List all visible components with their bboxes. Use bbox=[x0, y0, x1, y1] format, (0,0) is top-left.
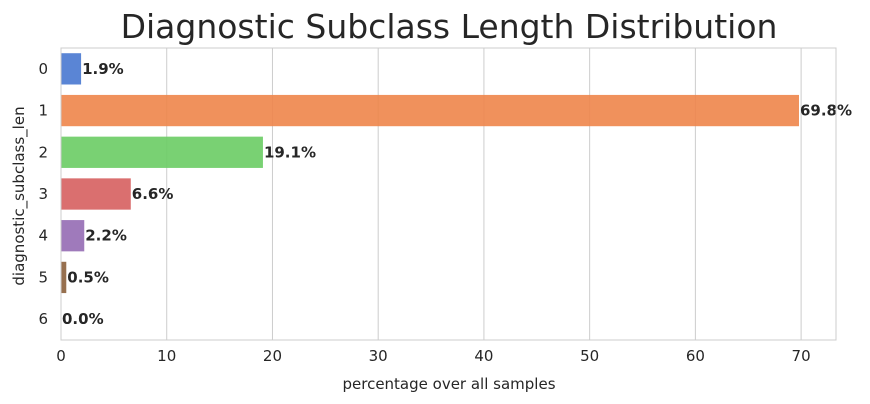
y-tick-label: 0 bbox=[38, 60, 48, 78]
x-tick-label: 30 bbox=[369, 347, 388, 365]
data-label-1: 69.8% bbox=[800, 102, 852, 120]
data-label-6: 0.0% bbox=[62, 310, 104, 328]
y-tick-label: 3 bbox=[38, 185, 48, 203]
y-axis-label: diagnostic_subclass_len bbox=[10, 106, 29, 285]
y-tick-labels: 0 1 2 3 4 5 6 bbox=[38, 60, 48, 328]
x-axis-label: percentage over all samples bbox=[342, 375, 555, 393]
chart-title: Diagnostic Subclass Length Distribution bbox=[121, 7, 778, 46]
plot-frame bbox=[60, 47, 837, 341]
x-tick-label: 50 bbox=[580, 347, 599, 365]
data-label-2: 19.1% bbox=[264, 143, 316, 161]
y-tick-label: 2 bbox=[38, 143, 48, 161]
data-label-5: 0.5% bbox=[67, 268, 109, 286]
bars bbox=[61, 53, 799, 294]
bar-3 bbox=[61, 178, 131, 210]
bar-1 bbox=[61, 94, 799, 127]
x-tick-label: 60 bbox=[686, 347, 705, 365]
bar-5 bbox=[61, 261, 67, 294]
x-tick-label: 20 bbox=[263, 347, 282, 365]
bar-0 bbox=[61, 53, 82, 85]
x-tick-label: 70 bbox=[792, 347, 811, 365]
y-tick-label: 6 bbox=[38, 310, 48, 328]
data-label-3: 6.6% bbox=[132, 185, 174, 203]
data-labels: 1.9% 69.8% 19.1% 6.6% 2.2% 0.5% 0.0% bbox=[62, 60, 852, 328]
x-tick-label: 10 bbox=[157, 347, 176, 365]
bar-4 bbox=[61, 220, 85, 252]
y-tick-label: 4 bbox=[38, 227, 48, 245]
data-label-0: 1.9% bbox=[82, 60, 124, 78]
x-tick-label: 40 bbox=[474, 347, 493, 365]
y-tick-label: 5 bbox=[38, 268, 48, 286]
bar-2 bbox=[61, 136, 263, 168]
x-tick-label: 0 bbox=[56, 347, 66, 365]
x-tick-labels: 0 10 20 30 40 50 60 70 bbox=[56, 347, 810, 365]
y-tick-label: 1 bbox=[38, 102, 48, 120]
data-label-4: 2.2% bbox=[85, 227, 127, 245]
